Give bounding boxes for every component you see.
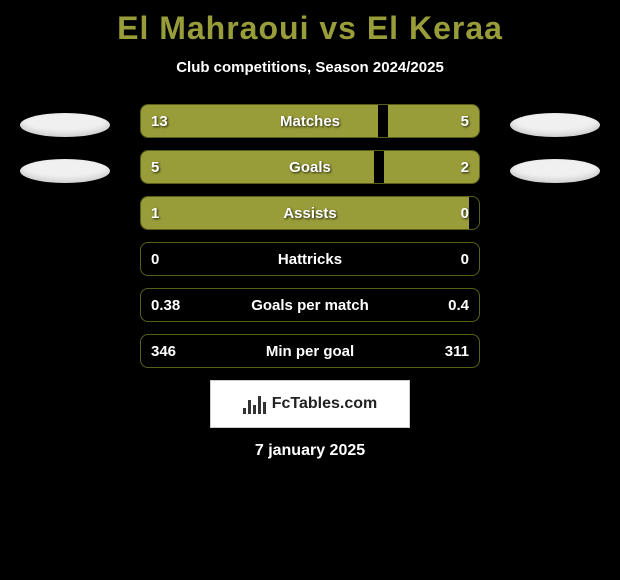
subtitle: Club competitions, Season 2024/2025 — [0, 59, 620, 76]
comparison-chart: 135Matches 52Goals 10Assists 00Hattricks 0.3… — [0, 104, 620, 368]
stat-row: 52Goals — [0, 150, 620, 184]
page-title: El Mahraoui vs El Keraa — [0, 0, 620, 47]
logo-text: FcTables.com — [272, 395, 378, 413]
bar-container: 346311Min per goal — [140, 334, 480, 368]
logo-bars-icon — [243, 394, 266, 414]
bar-container: 52Goals — [140, 150, 480, 184]
bar-container: 10Assists — [140, 196, 480, 230]
stat-row: 10Assists — [0, 196, 620, 230]
bar-container: 00Hattricks — [140, 242, 480, 276]
team-left-icon — [20, 159, 110, 183]
team-right-icon — [510, 159, 600, 183]
team-right-icon — [510, 113, 600, 137]
stat-row: 0.380.4Goals per match — [0, 288, 620, 322]
stat-label: Min per goal — [141, 335, 479, 367]
team-left-icon — [20, 113, 110, 137]
stat-row: 346311Min per goal — [0, 334, 620, 368]
stat-label: Assists — [141, 197, 479, 229]
stat-label: Goals — [141, 151, 479, 183]
stat-label: Matches — [141, 105, 479, 137]
stat-row: 00Hattricks — [0, 242, 620, 276]
footer-date: 7 january 2025 — [0, 442, 620, 460]
stat-label: Hattricks — [141, 243, 479, 275]
bar-container: 0.380.4Goals per match — [140, 288, 480, 322]
stat-row: 135Matches — [0, 104, 620, 138]
logo-box: FcTables.com — [210, 380, 410, 428]
stat-label: Goals per match — [141, 289, 479, 321]
bar-container: 135Matches — [140, 104, 480, 138]
